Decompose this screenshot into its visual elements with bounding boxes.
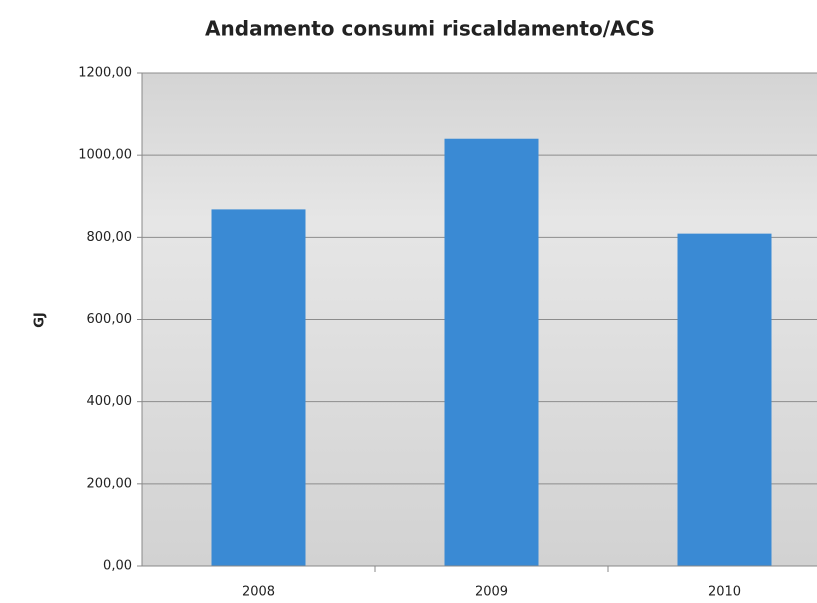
bar: [211, 209, 306, 566]
chart-title: Andamento consumi riscaldamento/ACS: [205, 17, 655, 41]
y-tick-label: 400,00: [87, 394, 133, 409]
y-axis-label: GJ: [33, 312, 48, 328]
bar: [444, 138, 539, 566]
y-tick-label: 200,00: [87, 476, 133, 491]
y-tick-label: 1200,00: [78, 66, 132, 81]
y-tick-label: 600,00: [87, 312, 133, 327]
x-tick-label: 2008: [242, 585, 275, 600]
y-tick-label: 0,00: [103, 559, 132, 574]
y-tick-label: 800,00: [87, 230, 133, 245]
x-tick-label: 2010: [708, 585, 741, 600]
y-tick-label: 1000,00: [78, 148, 132, 163]
x-tick-label: 2009: [475, 585, 508, 600]
bar: [677, 233, 772, 566]
